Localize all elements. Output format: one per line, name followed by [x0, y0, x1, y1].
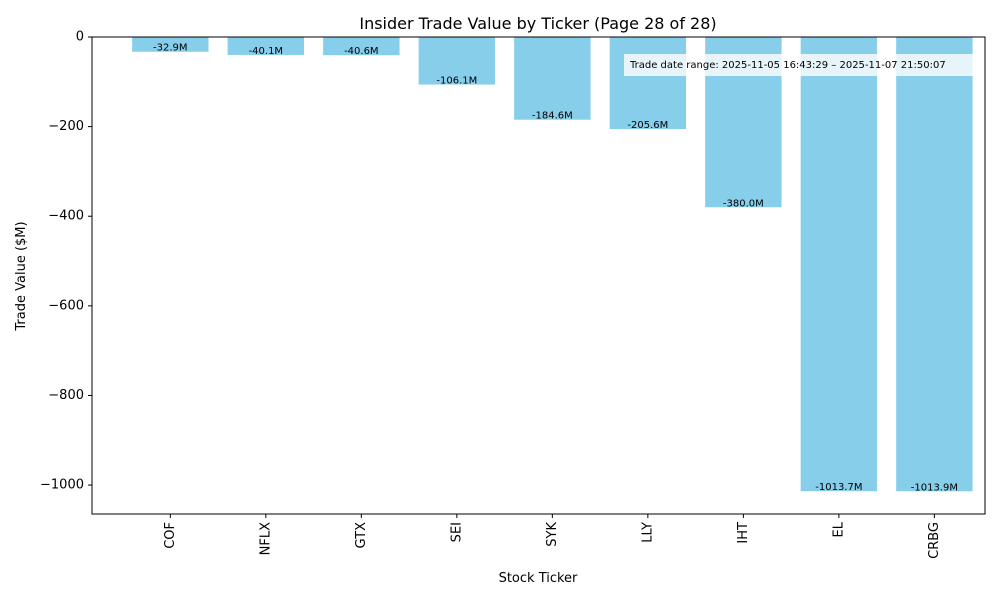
y-tick-label: −1000: [40, 478, 84, 493]
y-tick-label: −600: [48, 298, 84, 313]
x-tick-label-crbg: CRBG: [927, 522, 942, 559]
bar-lly: [609, 37, 687, 130]
data-label-crbg: -1013.9M: [911, 482, 958, 493]
y-tick-label: −200: [48, 119, 84, 134]
y-axis-label: Trade Value ($M): [14, 221, 29, 331]
bar-sei: [418, 37, 496, 85]
annotation-text: Trade date range: 2025-11-05 16:43:29 – …: [629, 60, 946, 71]
x-axis: COF NFLX GTX SEI SYK LLY IHT EL CRBG: [163, 514, 942, 559]
data-label-lly: -205.6M: [627, 120, 668, 131]
x-tick-label-iht: IHT: [736, 522, 751, 544]
x-tick-label-syk: SYK: [545, 522, 560, 547]
bars-group: -32.9M -40.1M -40.6M -106.1M -184.6M -205.6M -…: [132, 37, 973, 493]
y-tick-label: −400: [48, 209, 84, 224]
y-tick-label: −800: [48, 388, 84, 403]
chart-title: Insider Trade Value by Ticker (Page 28 o…: [359, 14, 716, 33]
x-axis-label: Stock Ticker: [499, 571, 578, 586]
data-label-syk: -184.6M: [532, 111, 573, 122]
bar-crbg: [896, 37, 973, 492]
annotation-group: Trade date range: 2025-11-05 16:43:29 – …: [624, 54, 986, 76]
data-label-nflx: -40.1M: [249, 46, 284, 57]
data-label-gtx: -40.6M: [344, 46, 379, 57]
x-tick-label-lly: LLY: [640, 522, 655, 543]
bar-gtx: [323, 37, 400, 56]
x-tick-label-gtx: GTX: [354, 522, 369, 549]
x-tick-label-cof: COF: [163, 522, 178, 549]
bar-nflx: [227, 37, 305, 55]
bar-el: [800, 37, 878, 492]
x-tick-label-el: EL: [831, 521, 846, 537]
data-label-sei: -106.1M: [436, 76, 477, 87]
x-tick-label-sei: SEI: [449, 522, 464, 542]
data-label-iht: -380.0M: [723, 198, 764, 209]
y-tick-label: 0: [76, 30, 84, 45]
plot-frame: [91, 36, 986, 515]
data-label-cof: -32.9M: [153, 43, 188, 54]
x-tick-label-nflx: NFLX: [258, 522, 273, 555]
bar-cof: [132, 37, 209, 52]
annotation-box: [624, 54, 986, 76]
data-label-el: -1013.7M: [815, 482, 862, 493]
y-axis: 0 −200 −400 −600 −800 −1000: [40, 30, 92, 493]
bar-syk: [514, 37, 591, 120]
